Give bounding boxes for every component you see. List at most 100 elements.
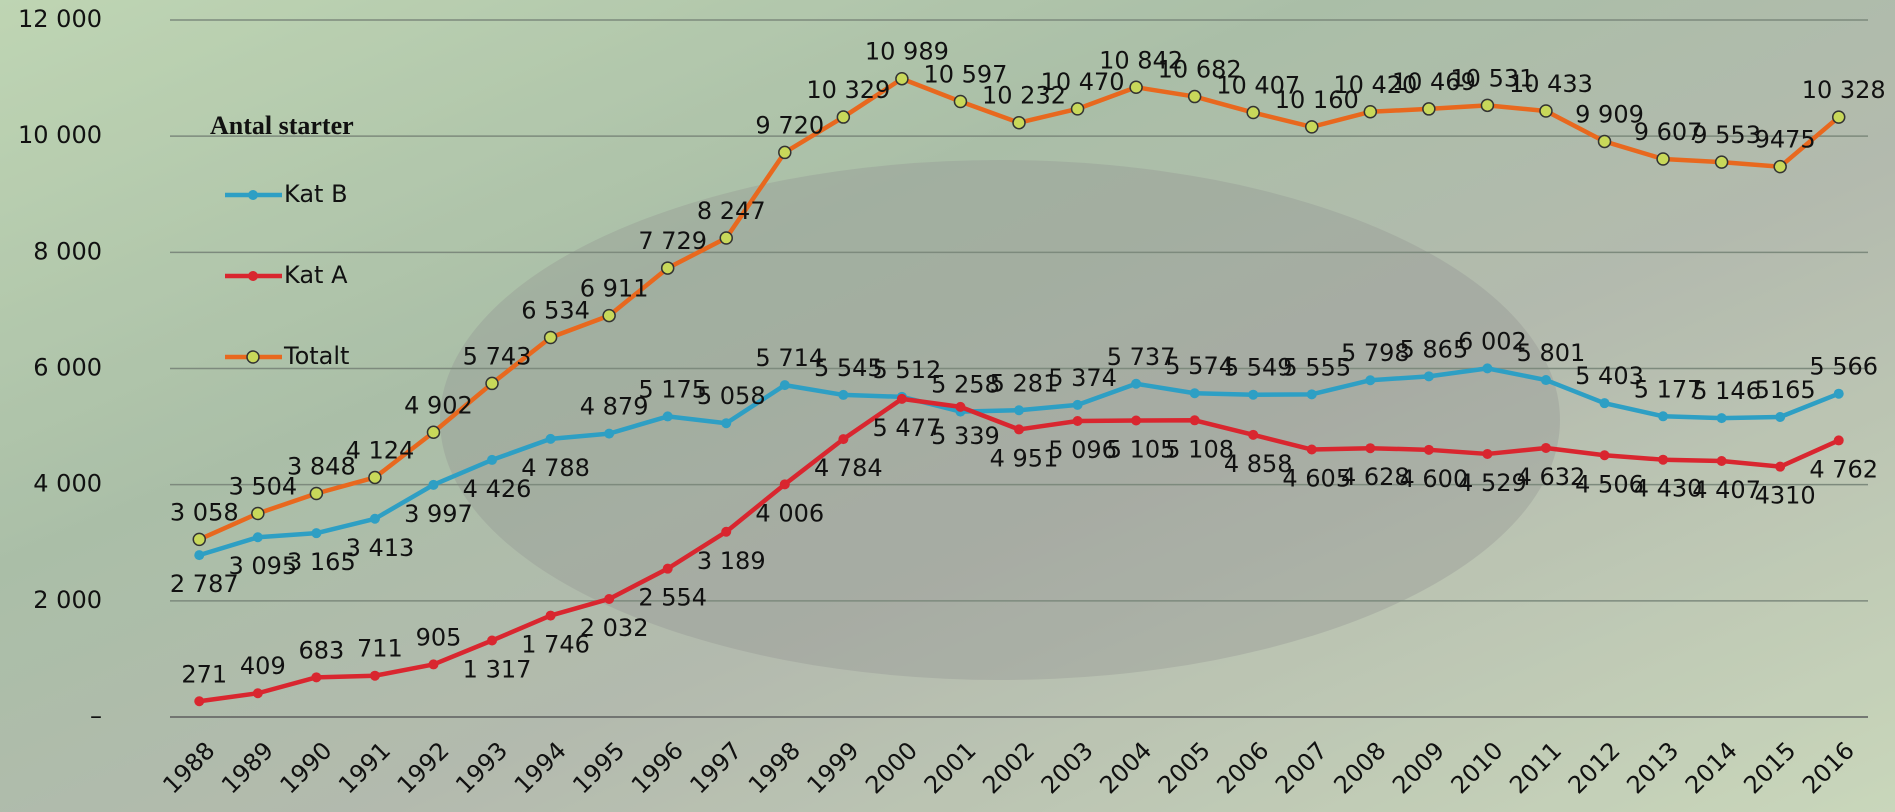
- data-point: [545, 331, 557, 343]
- data-label: 5 058: [697, 382, 766, 410]
- legend-marker: [247, 351, 259, 363]
- data-point: [1014, 424, 1024, 434]
- chart: Antal starter –2 0004 0006 0008 00010 00…: [0, 0, 1895, 812]
- data-label: 4 902: [404, 391, 473, 419]
- data-point: [1658, 455, 1668, 465]
- data-point: [662, 262, 674, 274]
- data-point: [1657, 153, 1669, 165]
- data-point: [252, 507, 264, 519]
- data-point: [546, 611, 556, 621]
- data-point: [1131, 415, 1141, 425]
- data-label: 3 189: [697, 547, 766, 575]
- data-label: 4 407: [1692, 476, 1761, 504]
- data-point: [546, 434, 556, 444]
- data-label: 9475: [1755, 126, 1816, 154]
- data-label: 2 554: [638, 584, 707, 612]
- data-point: [310, 487, 322, 499]
- data-label: 10 433: [1509, 70, 1593, 98]
- data-point: [1600, 450, 1610, 460]
- data-point: [1364, 106, 1376, 118]
- data-label: 5 566: [1809, 353, 1878, 381]
- data-point: [1365, 443, 1375, 453]
- data-point: [1073, 416, 1083, 426]
- data-point: [1307, 389, 1317, 399]
- data-point: [780, 380, 790, 390]
- data-point: [1717, 456, 1727, 466]
- y-tick-label: 8 000: [33, 237, 102, 265]
- data-point: [1834, 435, 1844, 445]
- data-label: 711: [357, 635, 403, 663]
- data-point: [1306, 121, 1318, 133]
- data-label: 905: [416, 623, 462, 651]
- data-point: [1247, 107, 1259, 119]
- data-point: [1423, 103, 1435, 115]
- data-point: [1481, 99, 1493, 111]
- data-label: 1 317: [463, 656, 532, 684]
- data-point: [1072, 103, 1084, 115]
- data-point: [1073, 400, 1083, 410]
- data-point: [311, 672, 321, 682]
- data-point: [1775, 462, 1785, 472]
- data-point: [369, 471, 381, 483]
- data-label: 4 124: [346, 436, 415, 464]
- data-point: [1365, 375, 1375, 385]
- data-point: [838, 434, 848, 444]
- data-point: [896, 73, 908, 85]
- data-label: 5165: [1755, 376, 1816, 404]
- data-point: [1775, 412, 1785, 422]
- data-label: 683: [298, 636, 344, 664]
- data-label: 9 720: [755, 111, 824, 139]
- data-point: [1248, 390, 1258, 400]
- data-label: 4 784: [814, 454, 883, 482]
- data-point: [1014, 405, 1024, 415]
- data-point: [721, 527, 731, 537]
- data-point: [194, 696, 204, 706]
- data-point: [604, 429, 614, 439]
- data-point: [780, 479, 790, 489]
- y-tick-label: 10 000: [18, 121, 102, 149]
- data-point: [428, 480, 438, 490]
- data-point: [1600, 398, 1610, 408]
- data-point: [1599, 135, 1611, 147]
- data-point: [1190, 415, 1200, 425]
- data-point: [721, 418, 731, 428]
- data-point: [487, 636, 497, 646]
- data-point: [663, 564, 673, 574]
- data-label: 271: [181, 660, 227, 688]
- legend-marker: [248, 190, 258, 200]
- data-point: [428, 659, 438, 669]
- data-point: [838, 390, 848, 400]
- data-point: [897, 394, 907, 404]
- data-point: [1774, 161, 1786, 173]
- data-point: [370, 671, 380, 681]
- data-point: [1716, 156, 1728, 168]
- y-tick-label: –: [90, 702, 102, 730]
- data-point: [1013, 117, 1025, 129]
- data-point: [1833, 111, 1845, 123]
- legend-label: Kat B: [284, 180, 348, 208]
- data-label: 4 006: [755, 499, 824, 527]
- data-point: [1424, 371, 1434, 381]
- data-point: [1131, 379, 1141, 389]
- data-point: [1189, 91, 1201, 103]
- data-point: [253, 532, 263, 542]
- data-label: 3 413: [346, 534, 415, 562]
- data-point: [604, 594, 614, 604]
- data-point: [370, 514, 380, 524]
- data-point: [837, 111, 849, 123]
- data-point: [1540, 105, 1552, 117]
- data-point: [1130, 81, 1142, 93]
- data-point: [1190, 388, 1200, 398]
- data-point: [253, 688, 263, 698]
- data-label: 409: [240, 652, 286, 680]
- data-point: [1307, 445, 1317, 455]
- data-label: 2 032: [580, 614, 649, 642]
- data-label: 10 329: [806, 76, 890, 104]
- data-label: 4 762: [1809, 455, 1878, 483]
- data-point: [1541, 375, 1551, 385]
- data-point: [779, 146, 791, 158]
- data-point: [486, 377, 498, 389]
- data-label: 3 058: [170, 498, 239, 526]
- y-tick-label: 12 000: [18, 5, 102, 33]
- data-point: [954, 95, 966, 107]
